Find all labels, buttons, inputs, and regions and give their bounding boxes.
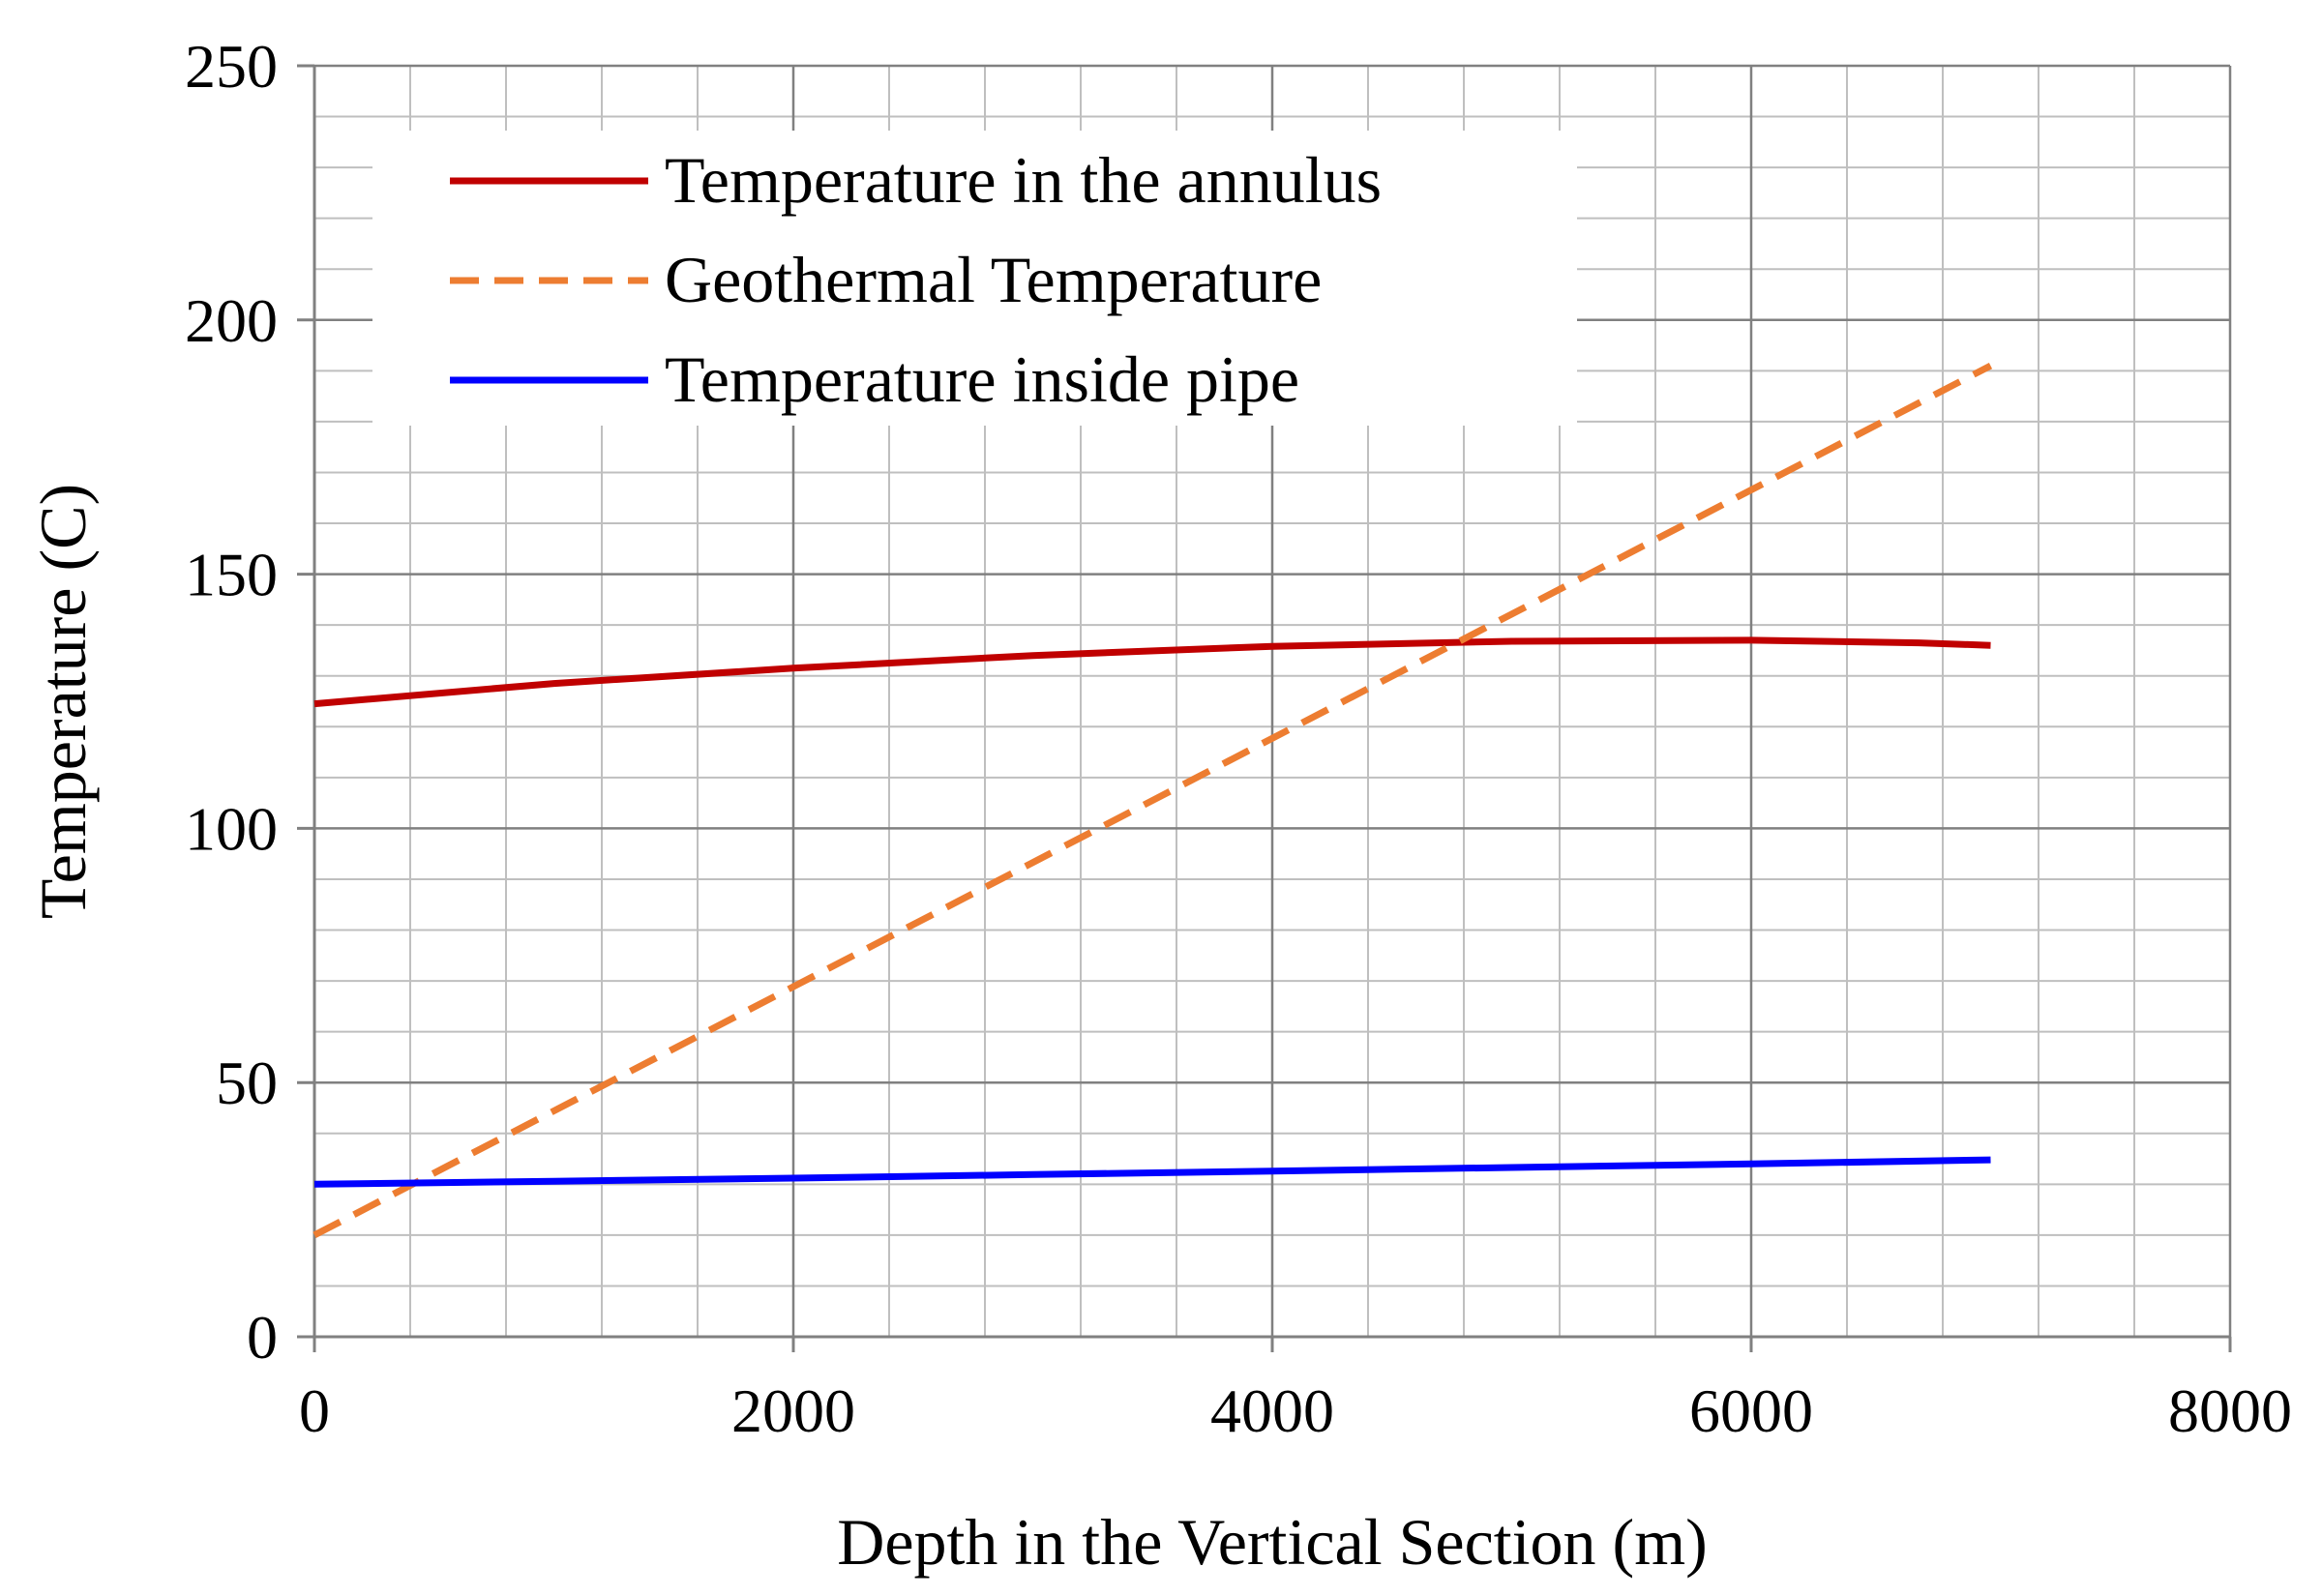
series-line-1 bbox=[313, 636, 1991, 708]
tick-labels: 0 2000 4000 6000 8000 0 50 100 150 200 250 bbox=[185, 32, 2292, 1445]
x-axis-title: Depth in the Vertical Section (m) bbox=[837, 1505, 1708, 1579]
x-tick-label: 0 bbox=[299, 1376, 330, 1445]
legend-label-3: Temperature inside pipe bbox=[665, 342, 1299, 416]
series-line-3 bbox=[313, 1156, 1991, 1188]
x-tick-label: 2000 bbox=[731, 1376, 855, 1445]
y-tick-label: 100 bbox=[185, 794, 278, 863]
y-axis-title: Temperature (C) bbox=[26, 484, 100, 919]
y-tick-label: 200 bbox=[185, 286, 278, 355]
y-tick-label: 150 bbox=[185, 541, 278, 609]
x-tick-label: 4000 bbox=[1210, 1376, 1334, 1445]
x-tick-label: 8000 bbox=[2168, 1376, 2292, 1445]
y-tick-label: 0 bbox=[247, 1303, 278, 1372]
legend-label-2: Geothermal Temperature bbox=[665, 243, 1322, 316]
x-tick-label: 6000 bbox=[1689, 1376, 1813, 1445]
legend-label-1: Temperature in the annulus bbox=[665, 143, 1382, 217]
series-layer bbox=[313, 362, 1993, 1239]
y-tick-label: 250 bbox=[185, 32, 278, 101]
series-line-2 bbox=[313, 362, 1993, 1239]
y-tick-label: 50 bbox=[216, 1049, 278, 1117]
legend: Temperature in the annulus Geothermal Tem… bbox=[372, 131, 1577, 426]
